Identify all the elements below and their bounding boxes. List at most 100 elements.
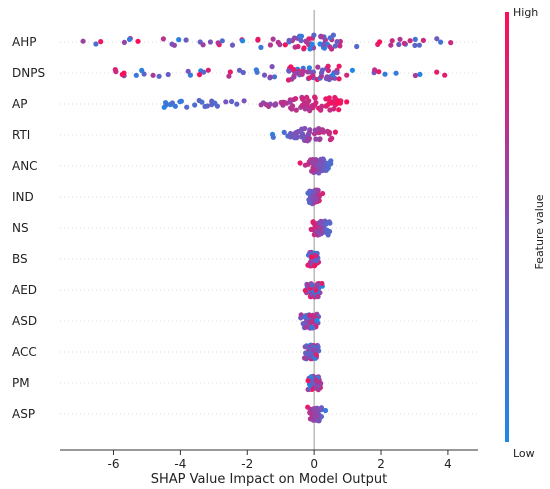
shap-point-ind (314, 196, 320, 202)
shap-point-acc (313, 352, 319, 358)
shap-point-rti (319, 127, 325, 133)
shap-point-ahp (337, 43, 343, 49)
shap-point-aed (315, 293, 321, 299)
shap-point-ap (169, 100, 175, 106)
feature-label-ap: AP (12, 97, 27, 111)
shap-point-bs (314, 257, 320, 264)
shap-point-rti (306, 131, 312, 137)
shap-points (80, 32, 454, 424)
shap-point-pm (313, 385, 319, 391)
shap-point-dnps (187, 72, 193, 78)
shap-point-asd (302, 314, 308, 320)
shap-point-rti (281, 129, 287, 135)
shap-point-ind (311, 189, 317, 195)
shap-point-dnps (334, 70, 340, 76)
shap-point-anc (297, 160, 303, 166)
shap-point-dnps (315, 64, 321, 70)
shap-point-ap (335, 100, 341, 106)
shap-point-dnps (261, 72, 268, 78)
shap-point-ahp (255, 36, 261, 43)
shap-point-dnps (318, 70, 325, 76)
shap-point-dnps (372, 67, 378, 73)
x-axis-ticks: -6 -4 -2 0 2 4 (108, 450, 452, 471)
shap-point-anc (302, 162, 308, 168)
shap-point-ns (323, 221, 329, 227)
shap-point-dnps (133, 72, 139, 78)
shap-point-ap (278, 99, 284, 106)
shap-point-ahp (448, 40, 454, 46)
shap-point-rti (332, 129, 338, 135)
shap-point-dnps (201, 69, 207, 75)
shap-point-ind (306, 189, 312, 195)
shap-point-ap (328, 100, 334, 106)
shap-point-dnps (336, 63, 342, 69)
shap-point-ahp (291, 35, 297, 41)
shap-point-anc (328, 158, 334, 164)
shap-point-rti (312, 127, 318, 133)
shap-point-dnps (112, 67, 118, 73)
shap-point-dnps (336, 76, 342, 82)
shap-point-ahp (320, 42, 327, 48)
feature-label-acc: ACC (12, 345, 37, 359)
shap-point-ahp (327, 44, 333, 50)
shap-point-pm (305, 378, 311, 384)
shap-point-ind (307, 199, 313, 206)
feature-label-anc: ANC (12, 159, 38, 173)
shap-point-ahp (412, 36, 418, 43)
feature-label-asp: ASP (12, 407, 35, 421)
shap-point-ap (229, 98, 235, 105)
shap-point-dnps (227, 69, 233, 75)
shap-point-ahp (200, 42, 206, 48)
shap-point-ahp (229, 42, 236, 48)
feature-label-ahp: AHP (12, 35, 36, 49)
shap-point-pm (313, 377, 319, 383)
shap-point-ahp (407, 38, 413, 44)
shap-point-rti (293, 130, 299, 136)
shap-point-ahp (270, 36, 276, 42)
shap-point-dnps (305, 69, 311, 75)
shap-point-dnps (325, 63, 331, 69)
shap-point-ahp (420, 37, 426, 44)
shap-point-dnps (139, 67, 145, 73)
shap-point-ns (310, 219, 316, 225)
shap-point-dnps (267, 74, 273, 80)
shap-point-acc (313, 347, 319, 353)
shap-point-ahp (397, 36, 403, 42)
shap-point-dnps (376, 69, 382, 75)
shap-point-ap (293, 96, 299, 102)
x-axis-title: SHAP Value Impact on Model Output (151, 472, 387, 487)
shap-point-ahp (332, 43, 338, 49)
shap-point-ap (223, 99, 229, 105)
shap-point-dnps (344, 72, 350, 78)
x-tick-label: 4 (444, 457, 452, 471)
shap-point-dnps (285, 77, 292, 83)
shap-point-ap (241, 98, 247, 104)
shap-point-ahp (207, 39, 213, 45)
shap-point-dnps (291, 74, 297, 80)
shap-point-anc (323, 167, 329, 173)
shap-point-dnps (119, 71, 125, 78)
shap-point-ahp (286, 37, 292, 43)
shap-point-rti (329, 135, 335, 141)
shap-point-ap (312, 95, 318, 101)
shap-point-ahp (183, 37, 189, 43)
shap-point-asd (304, 324, 310, 330)
shap-point-asp (311, 406, 318, 412)
shap-point-ahp (319, 34, 325, 40)
colorbar-title: Feature value (533, 194, 546, 269)
shap-point-dnps (330, 72, 336, 78)
feature-label-asd: ASD (12, 314, 37, 328)
shap-point-ap (202, 103, 208, 110)
shap-point-ap (312, 102, 318, 108)
shap-point-ahp (80, 38, 86, 44)
x-tick-label: -2 (241, 457, 253, 471)
shap-point-dnps (254, 69, 260, 75)
shap-point-ahp (311, 32, 317, 38)
shap-point-ap (258, 102, 264, 108)
shap-point-ap (263, 102, 269, 108)
shap-point-ahp (334, 39, 340, 45)
shap-point-asp (307, 410, 313, 416)
shap-point-dnps (296, 70, 302, 76)
x-tick-label: 2 (377, 457, 385, 471)
